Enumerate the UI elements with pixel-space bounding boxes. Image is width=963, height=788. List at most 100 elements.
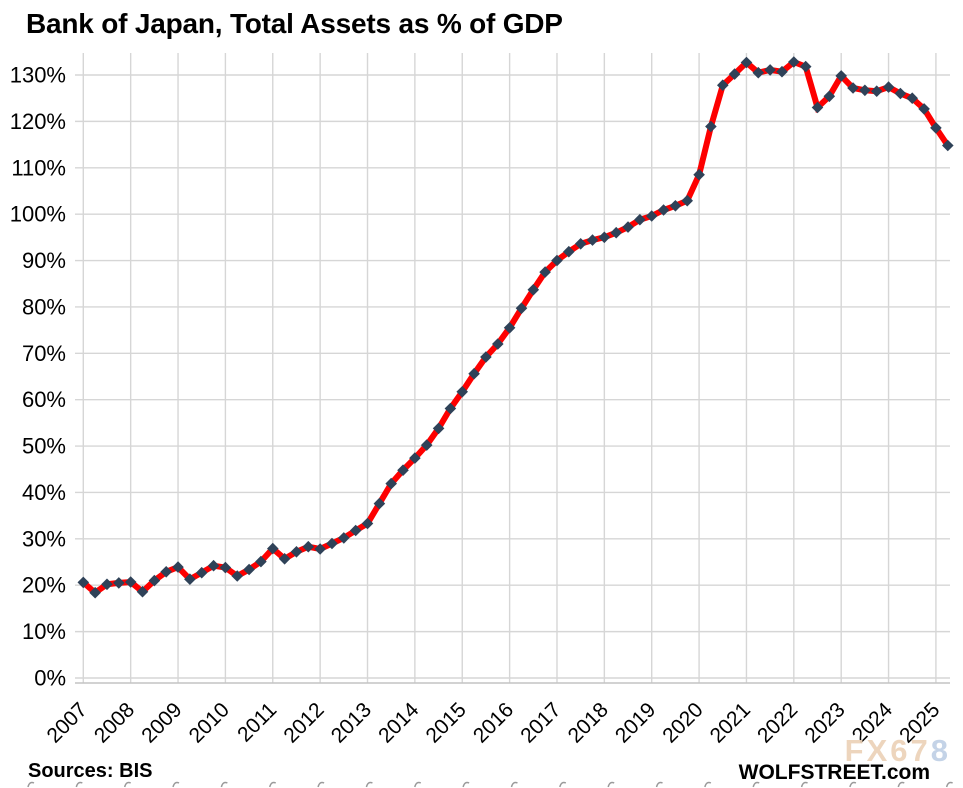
data-point-marker bbox=[113, 577, 125, 589]
data-point-marker bbox=[586, 234, 599, 246]
y-tick-label: 100% bbox=[10, 202, 66, 227]
data-point-marker bbox=[124, 576, 137, 588]
y-tick-label: 50% bbox=[22, 434, 66, 459]
data-point-marker bbox=[657, 204, 670, 216]
data-point-marker bbox=[811, 101, 824, 114]
data-point-marker bbox=[148, 574, 161, 587]
y-tick-label: 110% bbox=[11, 155, 66, 180]
y-tick-label: 90% bbox=[22, 248, 66, 273]
x-tick-label: 2008 bbox=[90, 698, 139, 747]
data-point-marker bbox=[823, 90, 836, 103]
data-point-marker bbox=[634, 213, 646, 226]
data-point-marker bbox=[693, 168, 705, 181]
y-axis-labels: 0% 10% 20% 30% 40% 50% 60% 70% 80% 90% 100% 110% 120… bbox=[10, 62, 66, 690]
x-tick-label: 2019 bbox=[611, 698, 660, 747]
data-point-marker bbox=[207, 559, 220, 572]
data-point-marker bbox=[172, 561, 184, 573]
x-tick-label: 2015 bbox=[421, 698, 470, 747]
data-point-marker bbox=[681, 194, 693, 207]
data-point-marker bbox=[930, 122, 942, 134]
data-point-marker bbox=[468, 367, 480, 380]
data-point-marker bbox=[835, 70, 847, 82]
x-tick-label: 2010 bbox=[185, 698, 234, 747]
data-point-marker bbox=[444, 402, 457, 415]
data-point-marker bbox=[752, 66, 765, 79]
data-point-marker bbox=[563, 245, 575, 258]
data-point-marker bbox=[385, 477, 397, 490]
y-tick-label: 0% bbox=[34, 666, 66, 691]
data-line bbox=[80, 58, 951, 597]
data-point-marker bbox=[799, 60, 812, 73]
x-tick-label: 2011 bbox=[233, 698, 281, 746]
data-point-marker bbox=[314, 543, 326, 555]
y-tick-label: 20% bbox=[22, 573, 66, 598]
x-tick-label: 2016 bbox=[469, 698, 518, 747]
data-point-marker bbox=[160, 566, 172, 578]
data-point-marker bbox=[231, 570, 243, 582]
data-point-marker bbox=[397, 464, 409, 476]
data-markers bbox=[77, 56, 954, 599]
data-point-marker bbox=[409, 452, 421, 464]
data-point-marker bbox=[361, 517, 374, 530]
data-point-marker bbox=[847, 82, 859, 94]
data-point-marker bbox=[882, 81, 895, 93]
data-point-marker bbox=[859, 84, 871, 97]
data-point-marker bbox=[788, 56, 800, 68]
data-point-marker bbox=[278, 553, 291, 565]
data-point-marker bbox=[894, 87, 907, 100]
x-tick-label: 2012 bbox=[279, 698, 328, 747]
x-tick-label: 2014 bbox=[374, 698, 424, 748]
data-point-marker bbox=[184, 573, 196, 585]
data-point-marker bbox=[219, 561, 232, 574]
data-point-marker bbox=[503, 322, 516, 334]
data-point-marker bbox=[136, 585, 149, 598]
y-tick-label: 10% bbox=[22, 619, 66, 644]
data-point-marker bbox=[574, 238, 587, 250]
data-point-marker bbox=[728, 68, 741, 80]
data-point-marker bbox=[420, 439, 433, 451]
data-point-marker bbox=[598, 231, 611, 244]
x-tick-label: 2018 bbox=[564, 698, 613, 747]
data-point-marker bbox=[669, 200, 682, 212]
y-tick-label: 130% bbox=[10, 62, 66, 87]
data-point-marker bbox=[290, 546, 303, 558]
x-tick-label: 2009 bbox=[137, 698, 186, 747]
data-point-marker bbox=[622, 221, 634, 233]
x-tick-label: 2007 bbox=[43, 698, 92, 747]
sources-label: Sources: BIS bbox=[28, 760, 153, 782]
data-point-marker bbox=[243, 563, 255, 576]
gridlines bbox=[75, 53, 950, 683]
data-point-marker bbox=[373, 497, 386, 510]
y-tick-label: 120% bbox=[10, 109, 66, 134]
watermark-main: FX67 bbox=[844, 733, 931, 768]
data-point-marker bbox=[764, 64, 776, 76]
data-point-marker bbox=[527, 284, 540, 296]
data-point-marker bbox=[89, 586, 101, 599]
data-point-marker bbox=[101, 578, 113, 591]
data-point-marker bbox=[338, 532, 350, 544]
data-point-marker bbox=[195, 566, 208, 579]
y-tick-label: 40% bbox=[22, 480, 66, 505]
bottom-tick-marks bbox=[27, 781, 953, 788]
x-tick-label: 2022 bbox=[753, 698, 802, 747]
data-point-marker bbox=[918, 103, 930, 115]
y-tick-label: 30% bbox=[22, 526, 66, 551]
page-title: Bank of Japan, Total Assets as % of GDP bbox=[26, 8, 563, 39]
data-point-marker bbox=[480, 351, 492, 363]
data-point-marker bbox=[349, 524, 362, 537]
data-point-marker bbox=[432, 422, 445, 435]
watermark: FX678 bbox=[845, 733, 951, 769]
data-point-marker bbox=[456, 386, 468, 398]
x-tick-label: 2020 bbox=[658, 698, 707, 747]
data-point-marker bbox=[717, 79, 729, 91]
y-tick-label: 80% bbox=[22, 294, 66, 319]
data-point-marker bbox=[705, 120, 717, 133]
data-point-marker bbox=[77, 576, 90, 589]
data-point-marker bbox=[255, 555, 267, 568]
data-point-marker bbox=[610, 226, 622, 239]
data-point-marker bbox=[740, 56, 753, 69]
data-point-marker bbox=[776, 65, 788, 78]
